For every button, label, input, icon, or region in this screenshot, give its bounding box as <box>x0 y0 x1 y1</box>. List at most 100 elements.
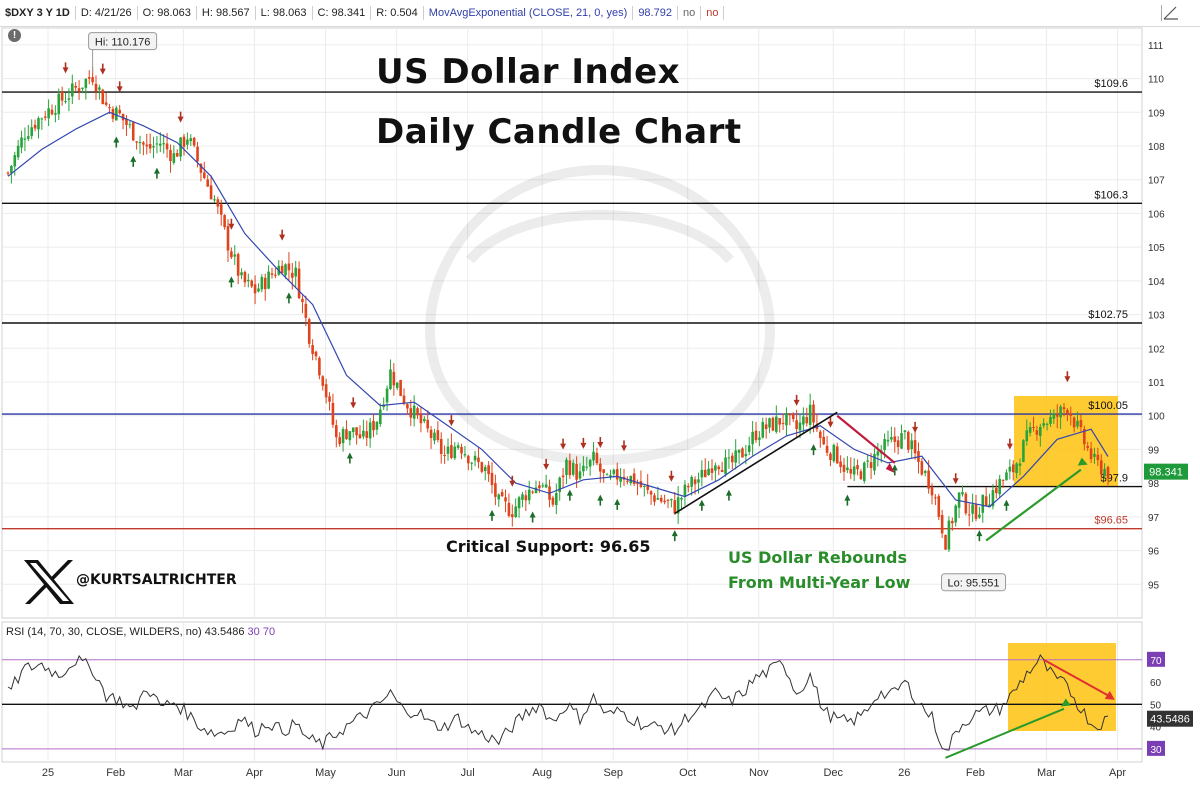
candle-body <box>138 142 142 144</box>
signal-up-arrow <box>346 452 353 464</box>
candle-body <box>57 93 61 115</box>
exclamation-icon[interactable]: ! <box>8 29 21 42</box>
signal-up-arrow <box>113 136 120 148</box>
candle-body <box>175 153 179 157</box>
candle-body <box>253 284 257 294</box>
candle-body <box>497 494 501 500</box>
signal-down-arrow <box>580 437 587 449</box>
candle-body <box>429 429 433 439</box>
signal-up-arrow <box>228 276 235 288</box>
arrow-head <box>1060 698 1071 707</box>
x-tick-label: Nov <box>749 767 769 779</box>
candle-body <box>321 376 325 386</box>
candle-body <box>690 476 693 487</box>
candle-body <box>47 108 50 119</box>
candle-body <box>389 369 392 390</box>
level-label: $96.65 <box>1094 515 1128 527</box>
candle-body <box>1025 430 1029 442</box>
candle-body <box>995 487 998 494</box>
candle-body <box>1015 463 1018 474</box>
candle-body <box>595 452 599 464</box>
y-tick-label: 102 <box>1148 344 1165 355</box>
candle-body <box>1062 407 1066 410</box>
candle-body <box>940 514 944 534</box>
candle-body <box>50 109 54 115</box>
rsi-label[interactable]: RSI (14, 70, 30, CLOSE, WILDERS, no) <box>6 626 202 638</box>
signal-up-arrow <box>489 509 495 521</box>
signal-down-arrow <box>952 473 959 485</box>
y-tick-label: 96 <box>1148 547 1160 558</box>
candle-body <box>1059 406 1062 418</box>
candle-body <box>710 468 714 473</box>
candle-body <box>423 418 426 422</box>
rsi-value: 43.5486 <box>204 626 245 638</box>
annotation-rebound-1: US Dollar Rebounds <box>728 548 907 567</box>
candle-body <box>379 409 382 425</box>
candle-body <box>467 455 470 464</box>
candle-body <box>257 288 260 292</box>
candle-body <box>159 143 162 146</box>
candle-body <box>737 449 741 453</box>
candle-body <box>304 303 308 318</box>
bull-logo-icon <box>424 164 776 466</box>
candle-body <box>104 102 108 105</box>
candle-body <box>754 430 758 441</box>
chart-corner-icon[interactable] <box>1161 5 1180 21</box>
signal-down-arrow <box>912 421 919 433</box>
candle-body <box>822 436 825 445</box>
candle-body <box>605 474 609 476</box>
candle-body <box>1018 463 1022 466</box>
candle-body <box>443 455 446 457</box>
x-tick-label: Dec <box>823 767 843 779</box>
candle-body <box>846 467 849 471</box>
candle-body <box>67 98 71 100</box>
signal-down-arrow <box>597 437 604 448</box>
candle-body <box>155 143 159 145</box>
candle-body <box>382 404 385 408</box>
candle-body <box>964 493 968 514</box>
signal-up-arrow <box>698 499 705 511</box>
symbol-label[interactable]: $DXY 3 Y 1D <box>0 6 76 20</box>
candle-body <box>527 489 531 501</box>
candle-body <box>1089 448 1093 460</box>
candle-body <box>463 454 467 456</box>
candle-body <box>318 357 321 376</box>
candle-body <box>666 499 670 501</box>
candle-body <box>551 497 555 505</box>
candle-body <box>592 451 595 461</box>
candle-body <box>392 371 396 386</box>
ema-indicator-label[interactable]: MovAvgExponential (CLOSE, 21, 0, yes) <box>424 6 634 20</box>
candle-body <box>450 445 453 458</box>
candle-body <box>876 451 880 456</box>
candle-body <box>311 345 314 354</box>
x-tick-label: Feb <box>106 767 125 779</box>
candle-body <box>328 396 331 402</box>
candle-body <box>744 453 748 457</box>
level-label: $109.6 <box>1094 78 1128 90</box>
candle-body <box>991 490 995 507</box>
candle-body <box>115 107 118 121</box>
rsi-value-tag <box>1147 710 1193 727</box>
signal-up-arrow <box>597 494 604 506</box>
candle-body <box>494 483 497 497</box>
candle-body <box>720 469 724 472</box>
candle-body <box>680 497 683 500</box>
candle-body <box>1052 413 1056 419</box>
candle-body <box>646 484 649 490</box>
signal-up-arrow <box>1003 499 1010 511</box>
candle-body <box>812 404 815 423</box>
candle-body <box>473 455 477 461</box>
candle-body <box>483 467 487 472</box>
candle-body <box>575 463 578 480</box>
level-label: $102.75 <box>1088 309 1128 321</box>
candle-body <box>923 471 927 473</box>
signal-down-arrow <box>543 458 550 470</box>
candle-body <box>247 279 250 282</box>
flag-2: no <box>701 6 725 20</box>
candle-body <box>984 496 988 506</box>
candle-body <box>819 431 822 438</box>
y-tick-label: 103 <box>1148 311 1165 322</box>
candle-body <box>534 487 538 494</box>
date-label: D: 4/21/26 <box>76 6 138 20</box>
